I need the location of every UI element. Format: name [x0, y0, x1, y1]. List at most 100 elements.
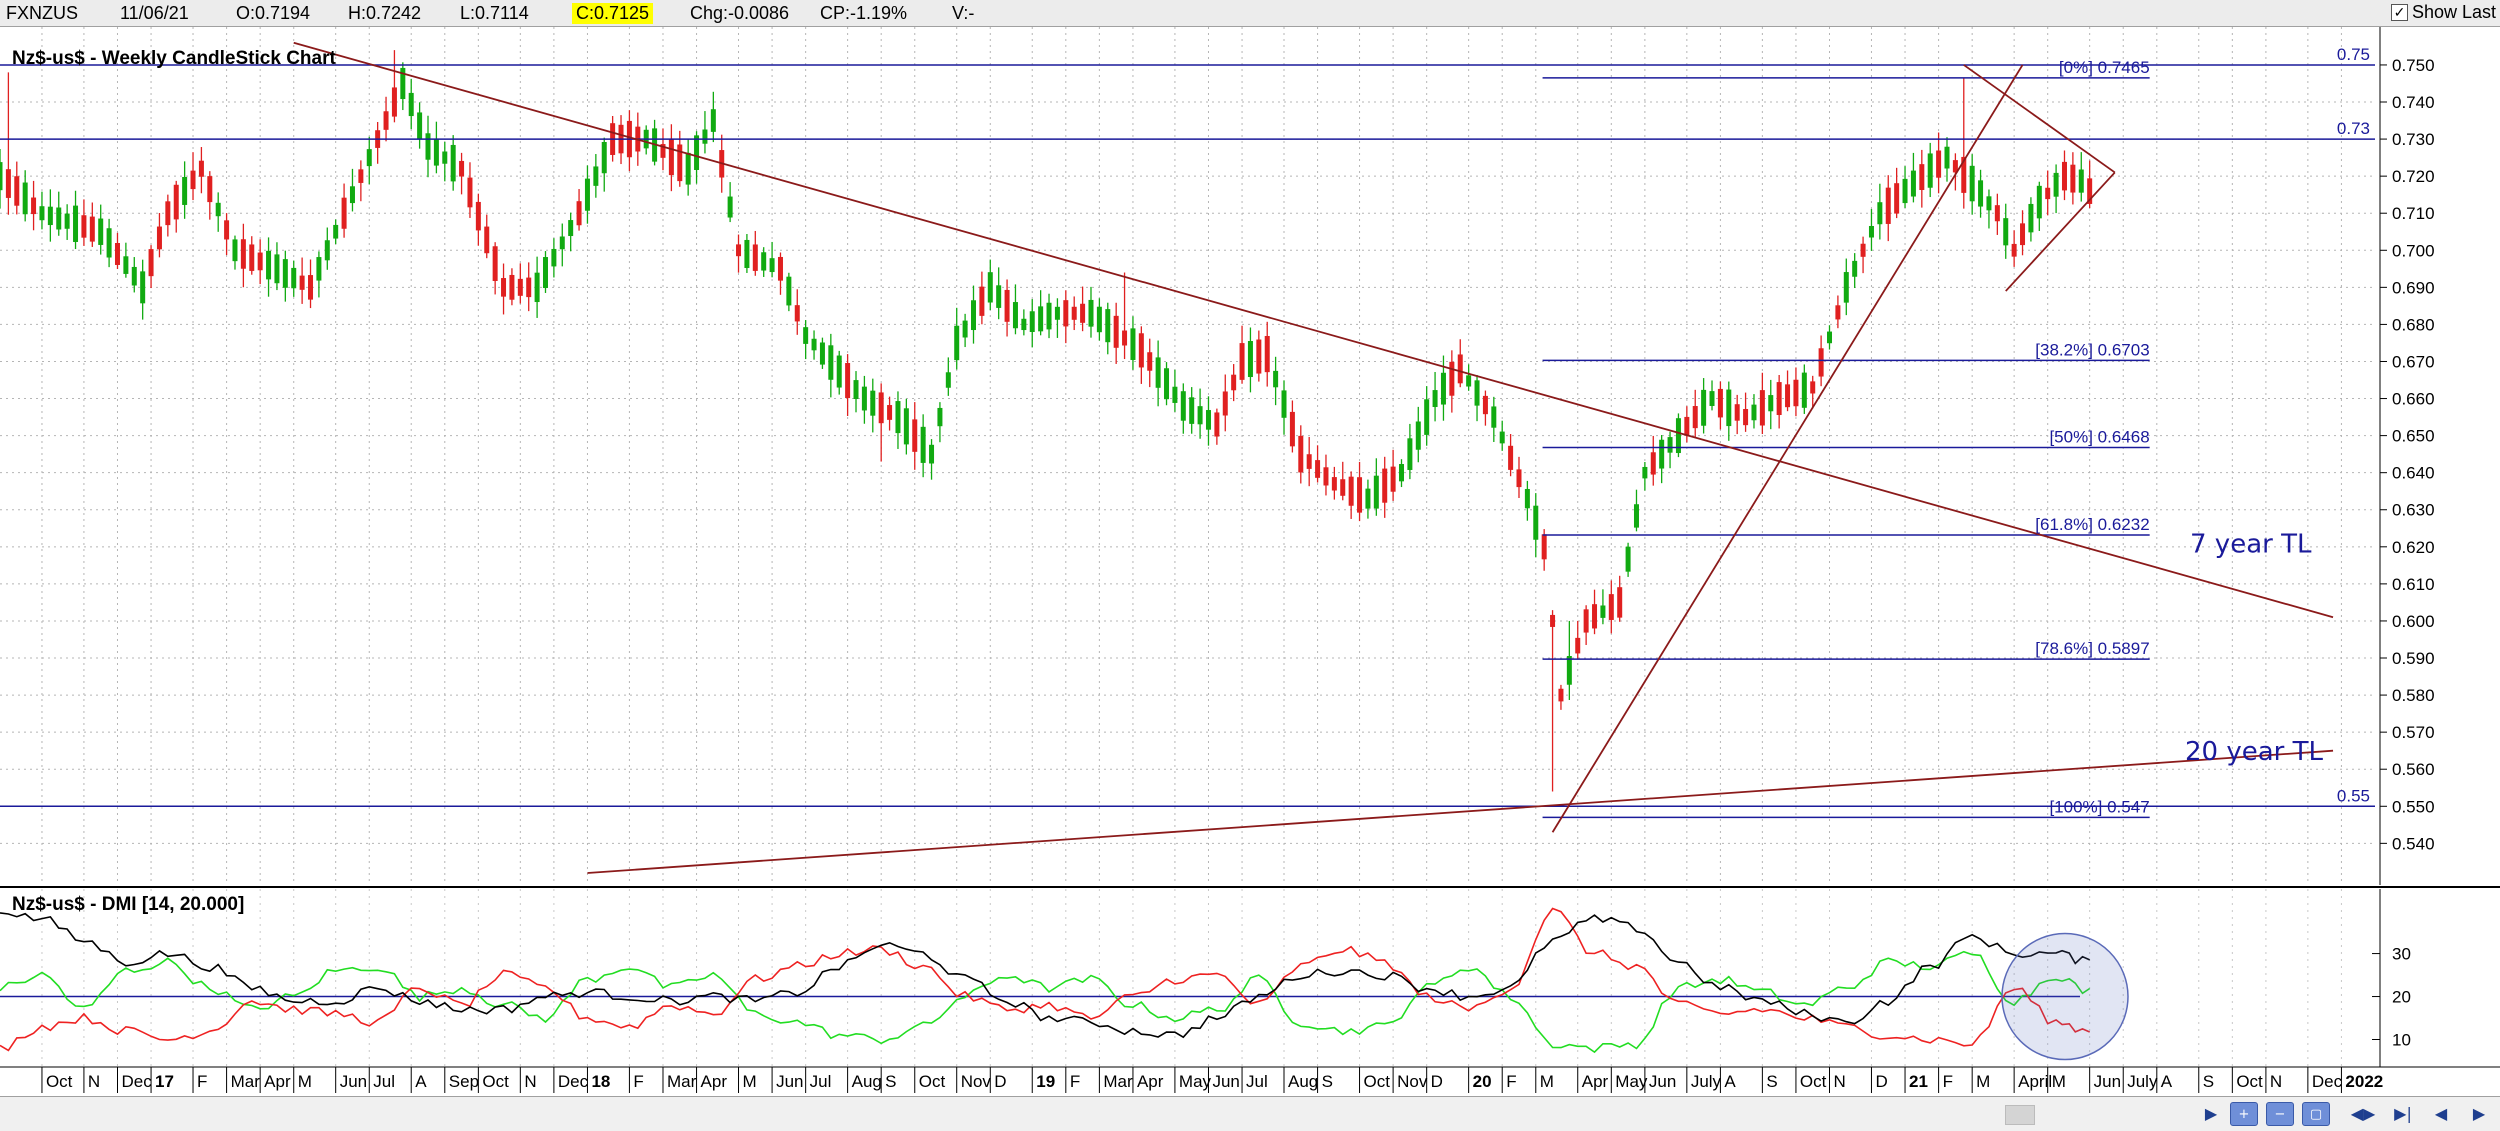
- candle: [2053, 164, 2059, 214]
- candle-body: [1373, 475, 1379, 509]
- scroll-thumb[interactable]: [2005, 1105, 2035, 1125]
- chart-area[interactable]: 0.75 0.73 0.55 [0%] 0.7465 [38.2%] 0.6703 [50…: [0, 27, 2500, 1095]
- candle: [366, 136, 372, 185]
- candle-body: [358, 169, 364, 183]
- candle-body: [1743, 409, 1749, 426]
- candle: [2070, 152, 2076, 205]
- trendline[interactable]: [2005, 171, 2116, 292]
- candle: [1701, 378, 1707, 434]
- candle: [1382, 456, 1388, 518]
- candle: [39, 191, 45, 230]
- skip-end-icon[interactable]: ▶|: [2394, 1103, 2412, 1123]
- candle: [576, 189, 582, 231]
- candle: [668, 124, 674, 192]
- candle-body: [1155, 357, 1161, 388]
- candle-body: [2053, 172, 2059, 197]
- candle: [1751, 394, 1757, 429]
- candle-body: [1810, 381, 1816, 394]
- candle-body: [987, 272, 993, 303]
- candle: [215, 192, 221, 232]
- candle: [1457, 339, 1463, 388]
- step-left-icon[interactable]: ◀: [2434, 1103, 2448, 1123]
- date-tick-label: Mar: [667, 1072, 697, 1091]
- candle-body: [1457, 354, 1463, 384]
- candle-body: [895, 401, 901, 434]
- price-tick-label: 0.620: [2392, 538, 2435, 557]
- candle: [517, 263, 523, 304]
- candle-body: [73, 205, 79, 242]
- volume-value: V:-: [952, 3, 975, 23]
- trendline[interactable]: [587, 749, 2334, 874]
- candle-body: [668, 138, 674, 176]
- candle-body: [1021, 318, 1027, 331]
- candle-body: [114, 243, 120, 265]
- candle-body: [509, 274, 515, 300]
- candle-body: [1566, 656, 1572, 685]
- date-tick-label: 17: [155, 1072, 174, 1091]
- candle: [769, 241, 775, 278]
- price-tick-label: 0.550: [2392, 797, 2435, 816]
- price-tick-label: 0.640: [2392, 464, 2435, 483]
- candle-body: [1491, 406, 1497, 428]
- candle-body: [1701, 389, 1707, 426]
- candle: [509, 268, 515, 306]
- candle-body: [1466, 375, 1472, 387]
- candle: [1004, 279, 1010, 337]
- candle-body: [2061, 161, 2067, 191]
- candle: [1583, 605, 1589, 645]
- trendline[interactable]: [293, 41, 2334, 619]
- candle: [1659, 435, 1665, 484]
- dmi-series-plus_di: [0, 950, 2091, 1054]
- candle-body: [207, 176, 213, 203]
- candle: [811, 330, 817, 360]
- candle: [408, 78, 414, 130]
- zoom-fit-icon[interactable]: ▢: [2302, 1102, 2330, 1126]
- candle-body: [887, 405, 893, 420]
- candle-body: [2078, 169, 2084, 193]
- candle-body: [2003, 218, 2009, 246]
- scroll-right-icon[interactable]: ▶: [2204, 1103, 2218, 1123]
- candle: [1633, 489, 1639, 532]
- high-value: H:0.7242: [348, 3, 422, 23]
- candle-body: [501, 278, 507, 297]
- candle: [568, 212, 574, 252]
- candle: [324, 227, 330, 270]
- candle: [484, 214, 490, 259]
- annotation-lines: [0, 41, 2375, 874]
- candle-body: [5, 169, 11, 198]
- trendline[interactable]: [1551, 64, 2024, 833]
- candle: [1289, 400, 1295, 453]
- dmi-series-minus_di: [0, 907, 2091, 1052]
- candle: [1910, 152, 1916, 203]
- candle: [895, 391, 901, 449]
- candle: [1608, 580, 1614, 634]
- candle-body: [266, 250, 272, 280]
- candle: [660, 128, 666, 171]
- candle: [1617, 575, 1623, 622]
- candle-body: [1281, 390, 1287, 418]
- candle-body: [1801, 372, 1807, 408]
- candle: [207, 171, 213, 220]
- scroll-both-icon[interactable]: ◀▶: [2350, 1103, 2376, 1123]
- show-last-checkbox[interactable]: ✓: [2390, 4, 2408, 21]
- date-tick-label: Oct: [2236, 1072, 2263, 1091]
- show-last-toggle[interactable]: ✓ Show Last: [2390, 2, 2496, 23]
- date-tick-label: S: [1322, 1072, 1333, 1091]
- candle-body: [400, 67, 406, 100]
- candle-body: [282, 259, 288, 288]
- candle-body: [1197, 406, 1203, 425]
- candle: [1810, 375, 1816, 409]
- date-tick-label: April: [2018, 1072, 2052, 1091]
- candle: [1491, 396, 1497, 442]
- trendline[interactable]: [1963, 64, 2116, 174]
- candle: [442, 141, 448, 182]
- candle-body: [475, 201, 481, 231]
- candle: [1650, 435, 1656, 486]
- zoom-out-icon[interactable]: −: [2266, 1102, 2294, 1126]
- candle-body: [1533, 505, 1539, 540]
- candle-body: [232, 239, 238, 262]
- candle-body: [1650, 452, 1656, 475]
- zoom-in-icon[interactable]: +: [2230, 1102, 2258, 1126]
- date-tick-label: N: [2270, 1072, 2282, 1091]
- step-right-icon[interactable]: ▶: [2472, 1103, 2486, 1123]
